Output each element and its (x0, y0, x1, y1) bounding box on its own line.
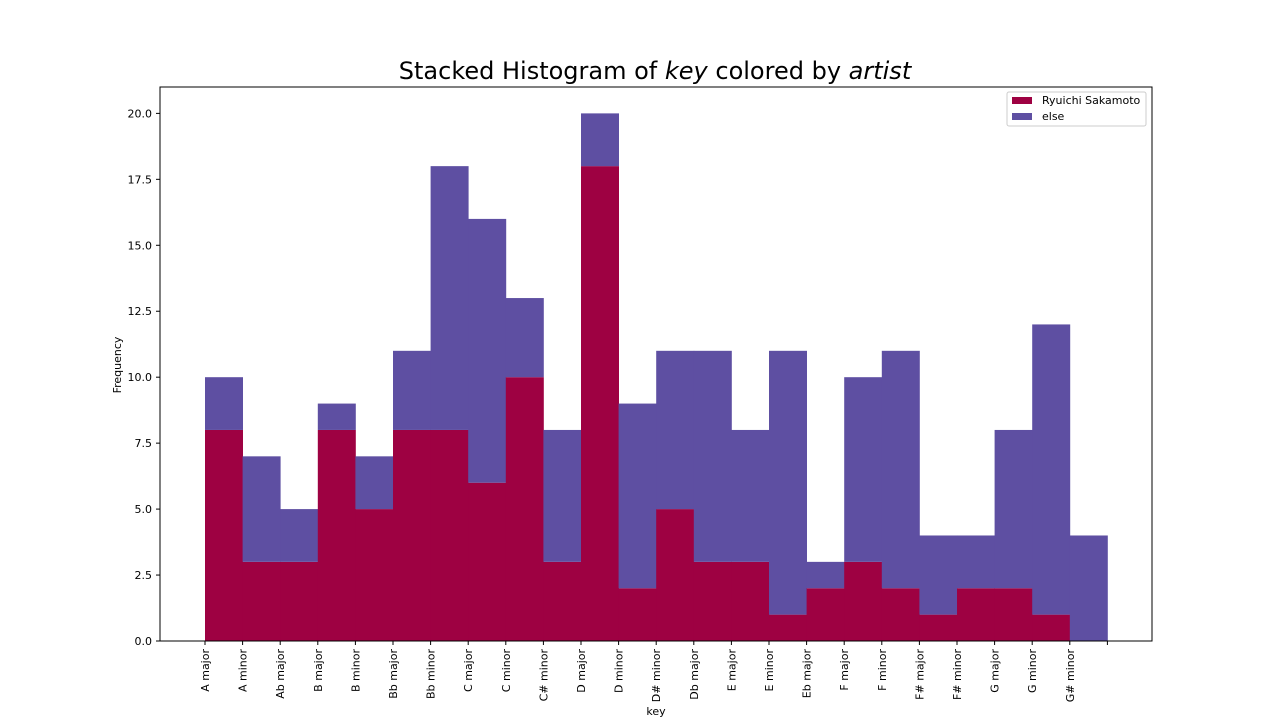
bar-series2-21 (957, 535, 995, 589)
legend-swatch-2 (1012, 113, 1032, 120)
bar-series2-14 (693, 350, 732, 562)
x-tick-label-11: D major (575, 649, 588, 693)
bar-series2-7 (430, 166, 469, 430)
bar-series1-1 (205, 429, 243, 641)
bar-series2-20 (919, 535, 958, 615)
x-tick-label-2: A minor (237, 649, 250, 692)
y-axis: 0.0 2.5 5.0 7.5 10.0 12.5 15.0 17.5 20.0 (128, 107, 160, 648)
bar-series2-1 (205, 377, 243, 430)
bars-group (205, 113, 1108, 641)
bar-series1-4 (317, 429, 356, 641)
x-tick-label-10: C# minor (537, 649, 550, 702)
bar-series1-13 (656, 509, 695, 641)
x-tick-label-18: F major (838, 649, 851, 691)
x-tick-label-21: F# minor (951, 649, 964, 701)
bar-series2-11 (581, 113, 619, 167)
x-tick-label-22: G major (989, 649, 1002, 693)
bar-series2-4 (317, 403, 356, 430)
bar-series1-6 (393, 429, 431, 641)
x-tick-label-13: D# minor (650, 649, 663, 703)
bar-series1-18 (844, 561, 883, 641)
bar-series2-10 (543, 429, 582, 562)
chart-title: Stacked Histogram of key colored by arti… (399, 57, 913, 85)
bar-series1-10 (543, 561, 582, 641)
x-tick-label-14: Db major (688, 649, 701, 700)
x-axis-label: key (646, 705, 666, 718)
bar-series2-24 (1069, 535, 1108, 641)
bar-series1-23 (1032, 614, 1071, 641)
x-tick-label-17: Eb major (801, 649, 814, 699)
y-tick-label-1: 0.0 (135, 635, 153, 648)
x-tick-label-12: D minor (613, 649, 626, 693)
y-tick-label-7: 15.0 (128, 239, 153, 252)
bar-series1-8 (468, 482, 507, 641)
bar-series2-22 (994, 429, 1033, 589)
x-tick-label-20: F# major (913, 649, 926, 700)
chart-title-part-4: artist (849, 57, 913, 85)
chart-title-part-2: key (665, 57, 709, 85)
x-tick-label-24: G# minor (1064, 649, 1077, 703)
legend-label-2: else (1042, 110, 1065, 123)
bar-series1-17 (806, 588, 845, 641)
bar-series1-19 (881, 588, 920, 641)
x-tick-label-15: E major (725, 649, 738, 692)
bar-series2-15 (731, 429, 770, 562)
x-tick-label-6: Bb major (387, 649, 400, 699)
x-tick-label-16: E minor (763, 649, 776, 692)
x-tick-label-5: B minor (349, 649, 362, 693)
x-tick-label-9: C minor (500, 649, 513, 693)
bar-series1-12 (618, 588, 657, 641)
chart-title-part-3: colored by (708, 57, 849, 85)
bar-series2-9 (505, 298, 544, 378)
bar-series1-2 (242, 561, 281, 641)
legend-swatch-1 (1012, 97, 1032, 104)
bar-series1-3 (280, 561, 319, 641)
bar-series1-15 (731, 561, 770, 641)
bar-series2-16 (769, 350, 807, 615)
bar-series1-16 (769, 614, 807, 641)
x-tick-label-8: C major (462, 649, 475, 692)
x-tick-label-1: A major (199, 649, 212, 692)
bar-series1-11 (581, 166, 619, 641)
y-tick-label-4: 7.5 (135, 437, 153, 450)
legend: Ryuichi Sakamoto else (1006, 91, 1147, 127)
y-tick-label-8: 17.5 (128, 173, 153, 186)
x-tick-label-3: Ab major (274, 649, 287, 699)
bar-series1-14 (693, 561, 732, 641)
bar-series2-13 (656, 350, 695, 510)
y-tick-label-5: 10.0 (128, 371, 153, 384)
y-tick-label-6: 12.5 (128, 305, 153, 318)
bar-series2-17 (806, 561, 845, 589)
bar-series1-7 (430, 429, 469, 641)
bar-series1-22 (994, 588, 1033, 641)
bar-series2-12 (618, 403, 657, 589)
x-tick-label-7: Bb minor (425, 649, 438, 699)
y-axis-label: Frequency (111, 336, 124, 393)
bar-series2-18 (844, 377, 883, 562)
y-tick-label-9: 20.0 (128, 107, 153, 120)
bar-series1-9 (505, 377, 544, 641)
legend-box (1006, 91, 1147, 127)
bar-series1-21 (957, 588, 995, 641)
x-axis: A major A minor Ab major B major B minor Bb m… (199, 641, 1108, 703)
bar-series1-20 (919, 614, 958, 641)
bar-series2-2 (242, 456, 281, 562)
bar-series2-6 (393, 350, 431, 430)
bar-series2-19 (881, 350, 920, 589)
x-tick-label-19: F minor (876, 649, 889, 691)
chart-title-part-1: Stacked Histogram of (399, 57, 665, 85)
bar-series2-8 (468, 218, 507, 483)
bar-series2-5 (355, 456, 394, 510)
bar-series1-5 (355, 509, 394, 641)
bar-series2-23 (1032, 324, 1071, 615)
bar-series2-3 (280, 509, 319, 562)
y-tick-label-3: 5.0 (135, 503, 153, 516)
x-tick-label-4: B major (312, 649, 325, 692)
x-tick-label-23: G minor (1026, 649, 1039, 693)
y-tick-label-2: 2.5 (135, 569, 153, 582)
legend-label-1: Ryuichi Sakamoto (1042, 94, 1141, 107)
